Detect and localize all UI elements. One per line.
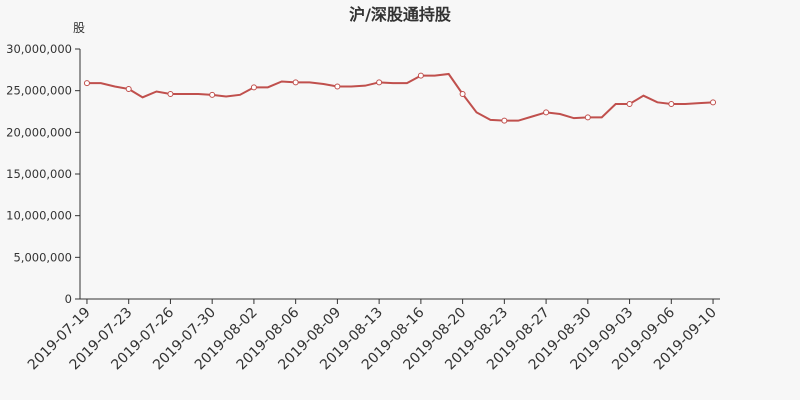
y-tick-label: 10,000,000 bbox=[6, 209, 72, 223]
y-tick-label: 20,000,000 bbox=[6, 125, 72, 139]
point bbox=[626, 101, 633, 107]
point bbox=[376, 79, 383, 86]
point bbox=[292, 79, 299, 86]
point bbox=[250, 84, 257, 91]
y-tick-label: 0 bbox=[65, 292, 72, 306]
point bbox=[167, 91, 174, 97]
point bbox=[125, 86, 132, 92]
y-tick-label: 15,000,000 bbox=[6, 167, 72, 181]
y-axis-label: 股 bbox=[73, 21, 85, 35]
point bbox=[501, 117, 508, 124]
point bbox=[209, 91, 216, 98]
y-tick-label: 30,000,000 bbox=[6, 42, 72, 56]
point bbox=[543, 109, 550, 116]
point bbox=[668, 101, 675, 107]
y-tick-label: 5,000,000 bbox=[13, 250, 72, 264]
point bbox=[417, 72, 424, 79]
point bbox=[584, 114, 591, 121]
point bbox=[459, 91, 466, 97]
y-tick-label: 25,000,000 bbox=[6, 84, 72, 98]
point bbox=[710, 99, 717, 106]
point bbox=[334, 83, 341, 90]
line bbox=[86, 72, 714, 122]
point bbox=[83, 80, 90, 87]
chart-title: 沪/深股通持股 bbox=[349, 5, 452, 24]
